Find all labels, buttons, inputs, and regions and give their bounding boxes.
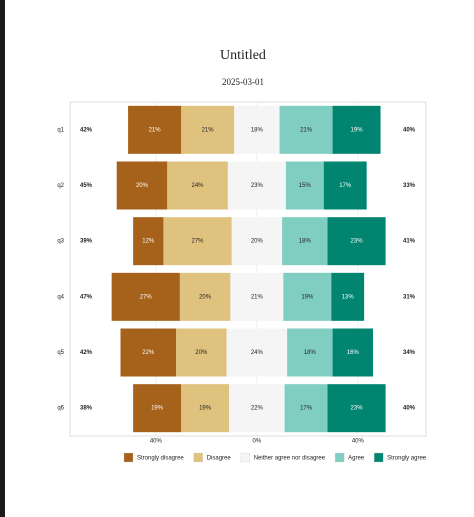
- bar-label: 16%: [347, 350, 360, 356]
- bar-label: 18%: [299, 239, 312, 245]
- bar-label: 15%: [299, 183, 312, 189]
- bar-segment: [327, 217, 386, 266]
- positive-total: 34%: [403, 350, 416, 356]
- bar-label: 22%: [142, 350, 155, 356]
- negative-total: 45%: [80, 183, 93, 189]
- bar-label: 23%: [351, 406, 364, 412]
- bar-segment: [332, 328, 373, 377]
- legend-swatch: [193, 452, 203, 463]
- bar-segment: [323, 161, 367, 210]
- bar-segment: [229, 384, 285, 433]
- positive-total: 33%: [403, 183, 416, 189]
- bar-label: 20%: [136, 183, 149, 189]
- bar-segment: [327, 384, 386, 433]
- y-tick-label: q3: [57, 239, 64, 245]
- bar-label: 20%: [195, 350, 208, 356]
- bar-label: 27%: [140, 294, 153, 300]
- bar-segment: [181, 384, 230, 433]
- bar-segment: [284, 384, 328, 433]
- bar-segment: [133, 384, 182, 433]
- bar-label: 13%: [342, 294, 355, 300]
- bar-label: 22%: [251, 406, 264, 412]
- y-tick-label: q5: [57, 350, 64, 356]
- bar-segment: [176, 328, 227, 377]
- bar-label: 19%: [199, 406, 212, 412]
- positive-total: 31%: [403, 294, 416, 300]
- bar-label: 19%: [351, 127, 364, 133]
- bar-segment: [226, 328, 288, 377]
- legend-label: Agree: [348, 456, 365, 462]
- legend-swatch: [373, 452, 384, 463]
- bar-label: 21%: [202, 127, 215, 133]
- legend-label: Disagree: [207, 456, 232, 462]
- bar-label: 20%: [199, 294, 212, 300]
- bar-label: 23%: [351, 239, 364, 245]
- bar-segment: [128, 105, 182, 154]
- bar-label: 18%: [304, 350, 317, 356]
- page-edge: [0, 0, 5, 517]
- x-tick-label: 40%: [150, 439, 163, 445]
- bar-segment: [167, 161, 228, 210]
- bar-segment: [120, 328, 177, 377]
- bar-label: 19%: [151, 406, 164, 412]
- bar-label: 21%: [251, 294, 264, 300]
- bar-label: 17%: [300, 406, 313, 412]
- negative-total: 42%: [80, 350, 93, 356]
- bar-label: 24%: [251, 350, 264, 356]
- bar-label: 21%: [300, 127, 313, 133]
- bar-segment: [282, 217, 328, 266]
- bar-label: 18%: [251, 127, 264, 133]
- bar-label: 21%: [149, 127, 162, 133]
- bar-segment: [231, 217, 283, 266]
- legend-swatch: [240, 452, 250, 463]
- legend-swatch: [334, 452, 345, 463]
- legend-label: Strongly agree: [387, 456, 427, 462]
- bar-label: 24%: [191, 183, 204, 189]
- bar-segment: [163, 217, 232, 266]
- bar-segment: [227, 161, 286, 210]
- positive-total: 40%: [403, 406, 416, 412]
- legend-label: Strongly disagree: [137, 456, 184, 462]
- negative-total: 47%: [80, 294, 93, 300]
- positive-total: 40%: [403, 127, 416, 133]
- bar-label: 20%: [251, 239, 264, 245]
- negative-total: 38%: [80, 406, 93, 412]
- y-tick-label: q4: [57, 294, 64, 300]
- x-tick-label: 0%: [253, 439, 262, 445]
- bar-segment: [234, 105, 280, 154]
- bar-segment: [230, 272, 284, 321]
- bar-segment: [287, 328, 333, 377]
- bar-segment: [116, 161, 168, 210]
- y-tick-label: q2: [57, 183, 64, 189]
- bar-segment: [285, 161, 324, 210]
- chart-title: Untitled: [220, 48, 266, 63]
- bar-segment: [133, 217, 164, 266]
- x-tick-label: 40%: [352, 439, 365, 445]
- plot-frame: [69, 101, 427, 437]
- bar-label: 27%: [191, 239, 204, 245]
- legend-swatch: [123, 452, 134, 463]
- bar-label: 19%: [301, 294, 314, 300]
- negative-total: 42%: [80, 127, 93, 133]
- bar-segment: [331, 272, 365, 321]
- positive-total: 41%: [403, 239, 416, 245]
- bar-label: 23%: [251, 183, 264, 189]
- legend-label: Neither agree nor disagree: [254, 456, 326, 462]
- bar-label: 12%: [142, 239, 155, 245]
- bar-segment: [279, 105, 333, 154]
- bar-label: 17%: [339, 183, 352, 189]
- y-tick-label: q1: [57, 127, 64, 133]
- y-tick-label: q6: [57, 406, 64, 412]
- bar-segment: [283, 272, 332, 321]
- negative-total: 39%: [80, 239, 93, 245]
- bar-segment: [332, 105, 381, 154]
- bar-segment: [111, 272, 180, 321]
- bar-segment: [179, 272, 231, 321]
- chart-subtitle: 2025-03-01: [222, 77, 264, 87]
- bar-segment: [181, 105, 235, 154]
